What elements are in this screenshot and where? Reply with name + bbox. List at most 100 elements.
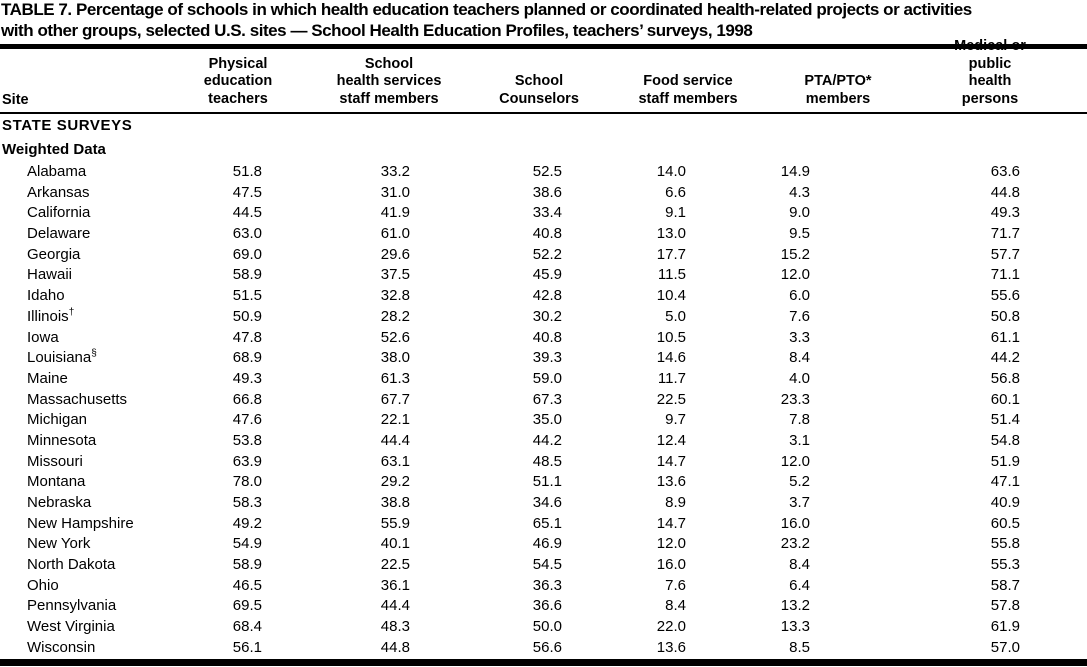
value-cell: 71.7 (990, 225, 1020, 243)
value-cell: 49.2 (232, 514, 262, 532)
site-cell: Missouri (27, 452, 83, 470)
value-cell: 23.2 (780, 535, 810, 553)
site-cell: West Virginia (27, 618, 115, 636)
value-cell: 78.0 (232, 473, 262, 491)
value-cell: 32.8 (380, 287, 410, 305)
value-cell: 47.5 (232, 183, 262, 201)
value-cell: 12.4 (656, 431, 686, 449)
value-cell: 44.5 (232, 204, 262, 222)
site-cell: Delaware (27, 225, 91, 243)
value-cell: 52.5 (532, 163, 562, 180)
value-cell: 61.1 (990, 328, 1020, 346)
value-cell: 38.0 (380, 349, 410, 367)
value-cell: 14.0 (656, 163, 686, 180)
value-cell: 8.4 (789, 349, 810, 367)
section-heading-row: STATE SURVEYS (0, 114, 1087, 138)
value-cell: 29.6 (380, 245, 410, 263)
site-cell: New York (27, 535, 91, 553)
value-cell: 44.2 (990, 349, 1020, 367)
value-cell: 55.3 (990, 556, 1020, 574)
value-cell: 42.8 (532, 287, 562, 305)
value-cell: 3.7 (789, 494, 810, 511)
subsection-heading-row: Weighted Data (0, 138, 1087, 162)
value-cell: 39.3 (532, 349, 562, 367)
value-cell: 65.1 (532, 514, 562, 532)
value-cell: 8.9 (665, 494, 686, 511)
value-cell: 10.5 (656, 328, 686, 346)
value-cell: 55.9 (380, 514, 410, 532)
value-cell: 51.4 (990, 411, 1020, 429)
value-cell: 8.4 (665, 597, 686, 615)
value-cell: 44.4 (380, 431, 410, 449)
site-cell: Nebraska (27, 494, 92, 511)
table-row: New Hampshire 49.2 55.9 65.1 14.7 16.0 60.5 (0, 514, 1087, 535)
table-body: STATE SURVEYS Weighted Data Alabama 51.8 33.… (0, 114, 1087, 659)
column-header: School Counselors (499, 73, 579, 107)
table-row: Arkansas 47.5 31.0 38.6 6.6 4.3 44.8 (0, 183, 1087, 204)
value-cell: 68.4 (232, 618, 262, 636)
value-cell: 52.2 (532, 245, 562, 263)
value-cell: 5.0 (665, 307, 686, 325)
site-cell: Wisconsin (27, 638, 96, 656)
value-cell: 35.0 (532, 411, 562, 429)
value-cell: 47.8 (232, 328, 262, 346)
value-cell: 29.2 (380, 473, 410, 491)
value-cell: 50.0 (532, 618, 562, 636)
table-row: Maine 49.3 61.3 59.0 11.7 4.0 56.8 (0, 369, 1087, 390)
site-cell: Montana (27, 473, 86, 491)
value-cell: 44.4 (380, 597, 410, 615)
value-cell: 31.0 (380, 183, 410, 201)
value-cell: 48.3 (380, 618, 410, 636)
value-cell: 8.4 (789, 556, 810, 574)
site-cell: North Dakota (27, 556, 116, 574)
value-cell: 14.7 (656, 452, 686, 470)
site-cell: Hawaii (27, 266, 73, 284)
site-cell: Massachusetts (27, 390, 128, 408)
value-cell: 52.6 (380, 328, 410, 346)
table-row: Iowa 47.8 52.6 40.8 10.5 3.3 61.1 (0, 328, 1087, 349)
value-cell: 44.2 (532, 431, 562, 449)
footnote-marker: † (68, 306, 75, 318)
value-cell: 59.0 (532, 369, 562, 387)
column-header: Food service staff members (638, 73, 738, 107)
bottom-rule (0, 659, 1087, 666)
table-row: Wisconsin 56.1 44.8 56.6 13.6 8.5 57.0 (0, 638, 1087, 659)
site-cell: STATE SURVEYS (2, 117, 133, 134)
site-cell: Georgia (27, 245, 81, 263)
value-cell: 58.3 (232, 494, 262, 511)
value-cell: 9.0 (789, 204, 810, 222)
value-cell: 11.7 (657, 369, 686, 387)
value-cell: 7.8 (789, 411, 810, 429)
value-cell: 28.2 (380, 307, 410, 325)
value-cell: 9.5 (789, 225, 810, 243)
table-title: TABLE 7. Percentage of schools in which … (1, 0, 972, 40)
column-header: Medical or public health persons (954, 38, 1026, 107)
value-cell: 40.8 (532, 328, 562, 346)
value-cell: 49.3 (990, 204, 1020, 222)
value-cell: 33.2 (380, 163, 410, 180)
value-cell: 6.0 (789, 287, 810, 305)
value-cell: 54.5 (532, 556, 562, 574)
value-cell: 9.7 (665, 411, 686, 429)
site-cell: New Hampshire (27, 514, 134, 532)
value-cell: 11.5 (657, 266, 686, 284)
value-cell: 40.8 (532, 225, 562, 243)
value-cell: 41.9 (380, 204, 410, 222)
site-cell: Idaho (27, 287, 65, 305)
value-cell: 57.8 (990, 597, 1020, 615)
table-row: Ohio 46.5 36.1 36.3 7.6 6.4 58.7 (0, 576, 1087, 597)
value-cell: 54.9 (232, 535, 262, 553)
value-cell: 14.7 (656, 514, 686, 532)
table-row: West Virginia 68.4 48.3 50.0 22.0 13.3 61.9 (0, 617, 1087, 638)
value-cell: 3.3 (789, 328, 810, 346)
value-cell: 17.7 (656, 245, 686, 263)
value-cell: 67.3 (532, 390, 562, 408)
value-cell: 22.5 (380, 556, 410, 574)
value-cell: 57.7 (990, 245, 1020, 263)
value-cell: 40.9 (990, 494, 1020, 511)
value-cell: 22.0 (656, 618, 686, 636)
site-cell: Minnesota (27, 431, 97, 449)
table-row: North Dakota 58.9 22.5 54.5 16.0 8.4 55.3 (0, 555, 1087, 576)
value-cell: 4.3 (789, 183, 810, 201)
table-row: Delaware 63.0 61.0 40.8 13.0 9.5 71.7 (0, 224, 1087, 245)
